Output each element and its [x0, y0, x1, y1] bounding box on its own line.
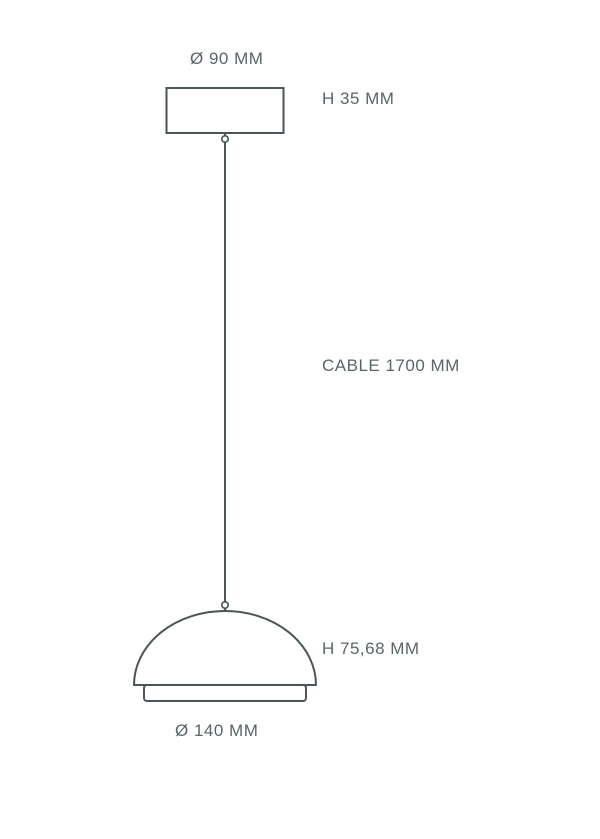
label-cable-length: CABLE 1700 MM [322, 356, 460, 376]
label-shade-diameter: Ø 140 MM [175, 721, 258, 741]
label-shade-height: H 75,68 MM [322, 639, 420, 659]
lamp-technical-drawing [0, 0, 600, 839]
label-canopy-diameter: Ø 90 MM [190, 49, 263, 69]
label-canopy-height: H 35 MM [322, 89, 394, 109]
diagram-stage: Ø 90 MM H 35 MM CABLE 1700 MM H 75,68 MM… [0, 0, 600, 839]
